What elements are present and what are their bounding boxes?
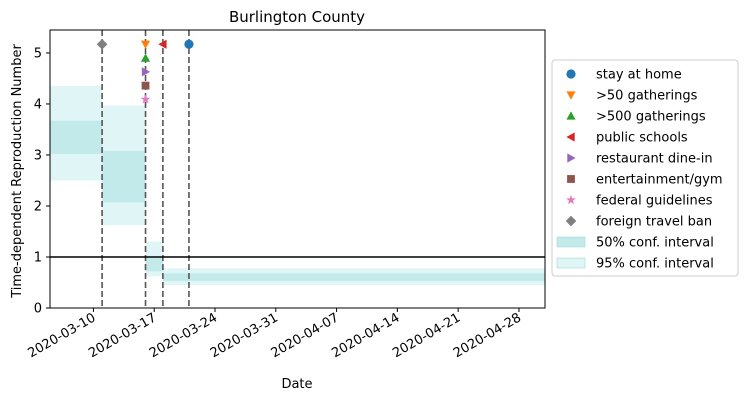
legend-marker-foreign-travel-ban — [565, 215, 577, 227]
legend-label: 95% conf. interval — [596, 257, 714, 272]
x-axis-label: Date — [281, 377, 312, 392]
band-50-segment-1 — [102, 150, 146, 203]
marker-stay-at-home — [184, 39, 194, 49]
plot-frame — [49, 29, 546, 309]
legend-label: federal guidelines — [596, 194, 713, 209]
marker-restaurant-dine-in — [141, 67, 151, 77]
plot-area — [49, 29, 546, 309]
y-tick-label: 2 — [34, 199, 42, 214]
legend-label: >500 gatherings — [596, 110, 706, 125]
y-tick-label: 5 — [34, 46, 42, 61]
legend-marker-500-gatherings — [566, 111, 576, 120]
marker-50-gatherings — [140, 40, 151, 49]
legend-box — [551, 59, 739, 277]
legend-label: stay at home — [596, 68, 682, 83]
legend-label: foreign travel ban — [596, 215, 712, 230]
y-tick-label: 3 — [34, 148, 42, 163]
legend-label: >50 gatherings — [596, 89, 698, 104]
legend-swatch-95 — [556, 257, 586, 269]
chart-title: Burlington County — [229, 8, 365, 26]
y-tick-label: 0 — [34, 302, 42, 317]
legend-marker-stay-at-home — [566, 69, 576, 79]
legend-marker-50-gatherings — [566, 91, 576, 100]
y-axis-label: Time-dependent Reproduction Number — [10, 44, 25, 299]
marker-foreign-travel-ban — [96, 38, 108, 50]
legend-label: 50% conf. interval — [596, 236, 714, 251]
legend-marker-restaurant-dine-in — [567, 153, 576, 163]
band-50-segment-0 — [50, 120, 103, 154]
legend-label: restaurant dine-in — [596, 152, 713, 167]
legend-swatch-50 — [556, 236, 586, 248]
legend-label: entertainment/gym — [596, 173, 723, 188]
intervention-lines — [101, 30, 190, 308]
legend: stay at home >50 gatherings >500 gathering… — [551, 59, 739, 277]
intervention-markers — [96, 38, 194, 104]
legend-marker-federal-guidelines — [566, 194, 576, 205]
marker-federal-guidelines — [140, 94, 151, 104]
marker-public-schools — [158, 39, 167, 49]
y-tick-label: 1 — [34, 250, 42, 265]
legend-label: public schools — [596, 131, 688, 146]
marker-entertainment-gym — [141, 81, 150, 90]
y-axis: 0 1 2 3 4 5 — [34, 46, 50, 317]
marker-500-gatherings — [140, 53, 151, 62]
band-50-segment-2 — [145, 258, 163, 272]
legend-marker-entertainment-gym — [567, 175, 575, 183]
band-50-segment-3 — [162, 273, 546, 281]
confidence-bands — [50, 86, 546, 286]
y-tick-label: 4 — [34, 97, 42, 112]
legend-marker-public-schools — [566, 132, 575, 142]
